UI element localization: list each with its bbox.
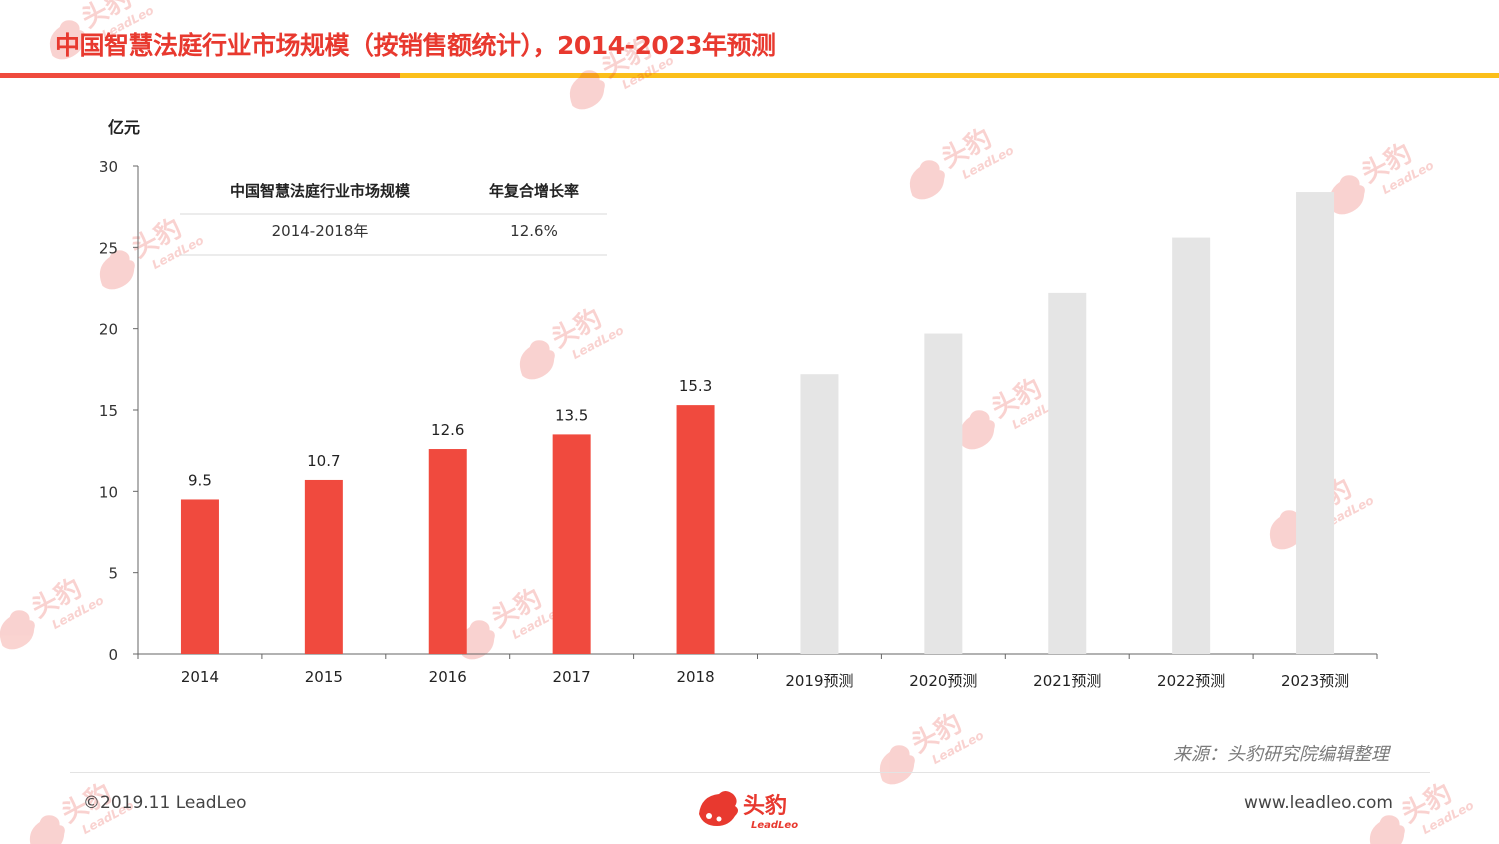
x-tick-label: 2015 xyxy=(305,668,343,686)
chart-labels: 2014 9.5 2015 10.7 2016 12.6 2017 13.5 2018 15.3 2… xyxy=(181,377,1349,690)
table-header-market: 中国智慧法庭行业市场规模 xyxy=(230,182,411,200)
watermark-leopard-icon xyxy=(519,340,555,380)
title-underline-yellow xyxy=(400,73,1499,78)
actual-bar xyxy=(428,449,467,654)
footer-divider xyxy=(70,772,1430,773)
x-tick-label: 2018 xyxy=(676,668,714,686)
table-cell-cagr: 12.6% xyxy=(510,222,558,240)
y-tick-label: 10 xyxy=(99,483,118,501)
chart-bars xyxy=(180,192,1335,654)
page-title: 中国智慧法庭行业市场规模（按销售额统计），2014-2023年预测 xyxy=(55,31,776,60)
x-tick-label: 2022预测 xyxy=(1157,672,1225,690)
cagr-table: 中国智慧法庭行业市场规模 年复合增长率 2014-2018年 12.6% xyxy=(180,182,607,256)
actual-bar xyxy=(552,434,591,654)
forecast-bar xyxy=(1296,192,1335,654)
leopard-icon: 头豹 LeadLeo xyxy=(699,791,798,831)
y-axis-unit-label: 亿元 xyxy=(108,118,140,137)
forecast-bar xyxy=(1048,292,1087,654)
actual-bar xyxy=(304,479,343,654)
table-cell-period: 2014-2018年 xyxy=(272,222,369,240)
source-note: 来源：头豹研究院编辑整理 xyxy=(1173,744,1389,765)
watermark-leopard-icon xyxy=(0,610,35,650)
forecast-bar xyxy=(924,333,963,654)
actual-bar xyxy=(180,499,219,654)
watermark-leopard-icon xyxy=(1369,815,1405,844)
leadleo-logo: 头豹 LeadLeo xyxy=(695,786,807,836)
data-label: 10.7 xyxy=(307,452,340,470)
logo-en-text: LeadLeo xyxy=(751,820,798,831)
y-tick-label: 0 xyxy=(108,646,118,664)
watermark-leopard-icon xyxy=(569,70,605,110)
x-tick-label: 2016 xyxy=(429,668,467,686)
watermark-leopard-icon xyxy=(879,745,915,785)
chart-axes: 0 5 10 15 20 25 30 亿元 xyxy=(99,118,1378,664)
x-tick-label: 2020预测 xyxy=(909,672,977,690)
watermark-leopard-icon xyxy=(99,250,135,290)
watermark-leopard-icon xyxy=(909,160,945,200)
data-label: 12.6 xyxy=(431,421,464,439)
x-tick-label: 2019预测 xyxy=(785,672,853,690)
table-header-cagr: 年复合增长率 xyxy=(489,182,579,200)
watermark-leopard-icon xyxy=(1329,175,1365,215)
y-tick-label: 5 xyxy=(108,565,118,583)
data-label: 13.5 xyxy=(555,406,588,424)
y-tick-label: 30 xyxy=(99,158,118,176)
y-tick-label: 25 xyxy=(99,239,118,257)
y-tick-label: 15 xyxy=(99,402,118,420)
watermark-leopard-icon xyxy=(49,20,85,60)
forecast-bar xyxy=(800,374,839,654)
x-tick-label: 2014 xyxy=(181,668,219,686)
watermark-leopard-icon xyxy=(459,620,495,660)
watermark-leopard-icon xyxy=(959,410,995,450)
title-underline-red xyxy=(0,73,400,78)
watermark-leopard-icon xyxy=(29,815,65,844)
x-tick-label: 2017 xyxy=(553,668,591,686)
x-tick-label: 2021预测 xyxy=(1033,672,1101,690)
forecast-bar xyxy=(1172,237,1211,654)
logo-cn-text: 头豹 xyxy=(743,793,787,819)
copyright-text: ©2019.11 LeadLeo xyxy=(83,793,247,813)
data-label: 15.3 xyxy=(679,377,712,395)
x-tick-label: 2023预测 xyxy=(1281,672,1349,690)
actual-bar xyxy=(676,405,715,654)
data-label: 9.5 xyxy=(188,471,212,489)
website-link[interactable]: www.leadleo.com xyxy=(1244,793,1393,813)
y-tick-label: 20 xyxy=(99,321,118,339)
